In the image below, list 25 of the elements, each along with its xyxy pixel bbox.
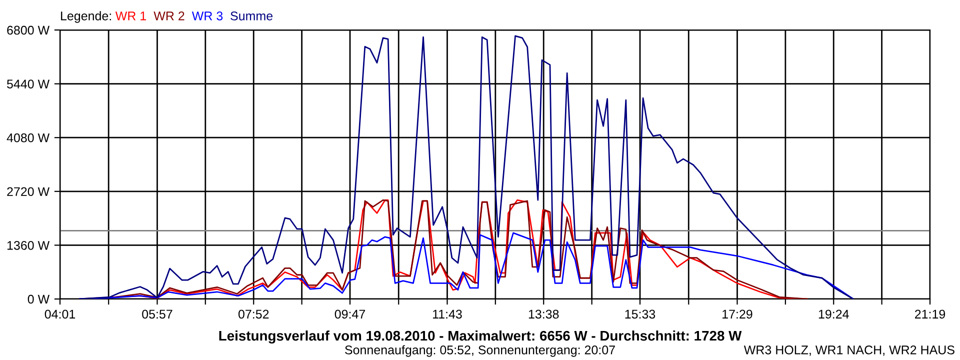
text: WR 1 — [115, 12, 146, 20]
line-series — [79, 35, 854, 299]
text: Summe — [230, 12, 273, 20]
text: Sonnenaufgang: 05:52, Sonnenuntergang: 20:07 — [345, 345, 615, 357]
y-tick-label: 0 W — [28, 294, 50, 304]
x-tick-label: 13:38 — [528, 310, 559, 319]
text: WR3 HOLZ, WR1 NACH, WR2 HAUS — [744, 346, 954, 356]
y-tick-label: 6800 W — [7, 26, 50, 35]
x-tick-label: 19:24 — [818, 310, 849, 319]
y-tick-label: 1360 W — [7, 241, 50, 250]
x-tick-label: 05:57 — [142, 310, 172, 319]
x-tick-label: 07:52 — [238, 310, 269, 319]
y-tick-label: 5440 W — [7, 80, 50, 88]
y-tick-label: 2720 W — [7, 187, 50, 196]
x-tick-label: 09:47 — [334, 310, 366, 319]
text: Leistungsverlauf vom 19.08.2010 - Maximalwert: 6656 W - Durchschnitt: 1728 W — [219, 330, 742, 344]
x-tick-label: 17:29 — [722, 310, 752, 319]
x-tick-label: 15:33 — [625, 310, 656, 319]
text: WR 2 — [154, 12, 184, 20]
legend-title: Legende: — [61, 11, 111, 23]
x-tick-label: 21:19 — [914, 310, 946, 319]
y-tick-label: 4080 W — [6, 133, 50, 142]
x-tick-label: 04:01 — [44, 310, 76, 319]
text: WR 3 — [192, 12, 223, 20]
x-tick-label: 11:43 — [433, 310, 462, 319]
